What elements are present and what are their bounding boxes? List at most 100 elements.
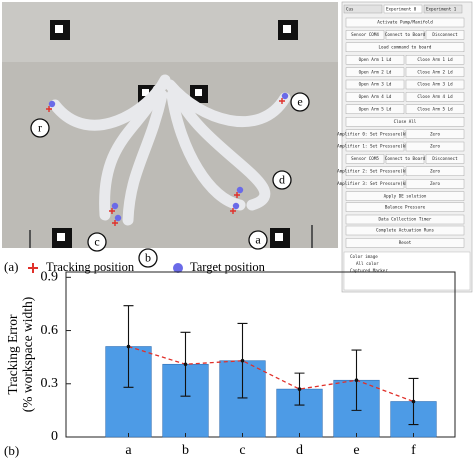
button[interactable] [425, 30, 465, 40]
arm-label: d [279, 172, 285, 186]
label-circle [30, 118, 50, 138]
trend-line [128, 345, 414, 403]
button[interactable] [345, 202, 465, 212]
tree-item: All color [356, 261, 379, 266]
point [183, 362, 188, 367]
button[interactable] [405, 67, 465, 77]
button[interactable] [345, 141, 405, 152]
label-circle [87, 232, 107, 252]
legend-label: Tracking position [46, 260, 135, 274]
button[interactable] [345, 116, 465, 127]
tracking-cross [279, 98, 285, 104]
button-label: Open Arm 4 Ld [359, 94, 392, 99]
tab[interactable] [423, 4, 463, 14]
tree-item: Captured Marker [350, 268, 388, 273]
label-circle [272, 170, 292, 190]
panel-label: (a) [4, 259, 18, 274]
y-tick-label: 0.9 [41, 270, 59, 285]
button[interactable] [405, 104, 465, 115]
button[interactable] [345, 30, 385, 40]
y-axis-label: Tracking Error [5, 314, 20, 395]
label-circle [248, 230, 268, 250]
arm-label: a [255, 232, 261, 246]
button-label: Zero [430, 181, 441, 186]
button[interactable] [345, 178, 405, 189]
label-circle [138, 248, 158, 268]
button-label: Amplifier 2: Set Pressure(kPa) [337, 169, 413, 174]
tab-label: Cus [346, 7, 354, 12]
y-tick-label: 0 [51, 429, 58, 444]
tracking-cross [109, 208, 115, 214]
button[interactable] [345, 214, 465, 225]
legend-label: Target position [190, 260, 266, 274]
target-dot [281, 92, 289, 100]
button[interactable] [405, 79, 465, 90]
y-tick-label: 0.3 [41, 376, 59, 391]
arm-label: r [38, 120, 42, 134]
button-label: Close Arm 3 Ld [417, 82, 453, 87]
button-label: Reset [399, 240, 412, 245]
button-label: Connect to Board [385, 32, 426, 37]
button-label: Connect to Board [385, 156, 426, 161]
button-label: Amplifier 1: Set Pressure(kPa) [337, 144, 413, 149]
tracking-cross [234, 192, 240, 198]
button-label: Zero [430, 169, 441, 174]
button-label: Amplifier 0: Set Pressure(kPa) [337, 131, 413, 136]
button[interactable] [345, 17, 465, 28]
tab-label: Experiment 0 [386, 7, 417, 12]
button[interactable] [425, 154, 465, 164]
button[interactable] [345, 191, 465, 201]
tracking-icon [28, 263, 38, 273]
button[interactable] [345, 79, 405, 90]
target-dot [114, 214, 122, 222]
point [411, 399, 416, 404]
button[interactable] [405, 178, 465, 189]
point [354, 378, 359, 383]
button[interactable] [345, 238, 465, 248]
button[interactable] [345, 92, 405, 102]
button[interactable] [385, 154, 425, 164]
button[interactable] [345, 67, 405, 77]
button[interactable] [385, 30, 425, 40]
button[interactable] [345, 104, 405, 115]
panel-label: (b) [4, 443, 19, 458]
point [240, 358, 245, 363]
button-label: Open Arm 5 Ld [359, 107, 392, 112]
target-dot [111, 202, 119, 210]
button-label: Activate Pump/Manifold [377, 20, 433, 25]
button[interactable] [345, 166, 405, 177]
button[interactable] [345, 55, 405, 65]
control-panel: Cus Experiment 0 Experiment 1 Activate Pump… [337, 1, 473, 293]
button-label: Close All [394, 119, 417, 124]
tab-label: Experiment 1 [426, 7, 457, 12]
tab[interactable] [383, 4, 423, 14]
x-tick-label: c [239, 443, 245, 458]
button[interactable] [345, 225, 465, 236]
button-label: Disconnect [432, 32, 458, 37]
button[interactable] [345, 154, 385, 164]
button[interactable] [405, 166, 465, 177]
tab[interactable] [343, 4, 383, 14]
x-tick-label: a [125, 443, 132, 458]
button-label: Open Arm 3 Ld [359, 82, 392, 87]
button-label: Load command to board [379, 45, 432, 50]
y-tick-label: 0.6 [41, 323, 59, 338]
button[interactable] [345, 129, 405, 139]
button-label: Sensor COM4 [351, 32, 379, 37]
target-dot [48, 100, 56, 108]
button-label: Close Arm 2 Ld [417, 69, 453, 74]
button[interactable] [345, 42, 465, 52]
x-tick-label: f [411, 443, 416, 458]
button[interactable] [405, 55, 465, 65]
tracking-cross [112, 220, 118, 226]
button-label: Open Arm 1 Ld [359, 57, 392, 62]
button-label: Close Arm 5 Ld [417, 107, 453, 112]
button[interactable] [405, 92, 465, 102]
button-label: Data Collection Timer [379, 217, 432, 222]
button[interactable] [405, 141, 465, 152]
arm-label: b [145, 250, 151, 264]
bar-chart: 0 0.3 0.6 0.9 (b) Tracking Error (% workspace … [4, 270, 456, 458]
button[interactable] [405, 129, 465, 139]
point [297, 387, 302, 391]
